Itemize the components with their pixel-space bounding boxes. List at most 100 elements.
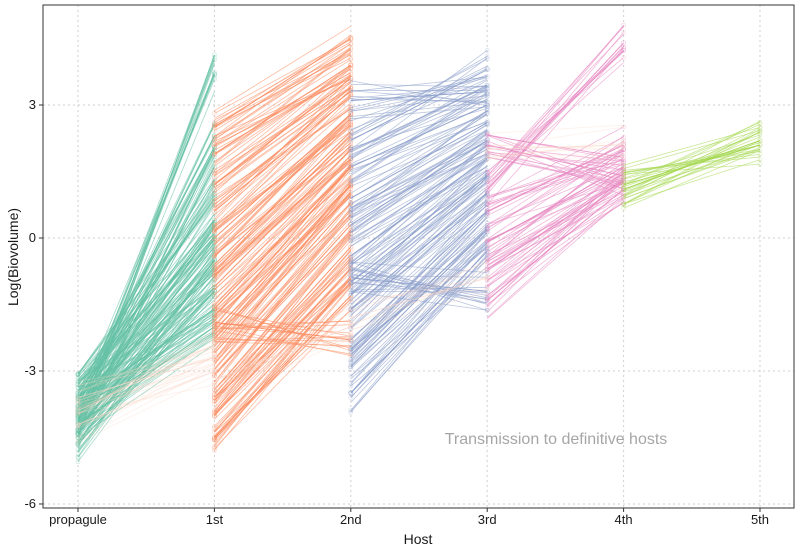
- series-point: [212, 340, 217, 345]
- series-point: [211, 208, 217, 215]
- series-segment: [214, 240, 352, 390]
- series-segment: [487, 136, 624, 209]
- series-point: [348, 334, 354, 340]
- series-point: [211, 412, 217, 418]
- series-point: [212, 382, 217, 388]
- series-point: [348, 307, 354, 312]
- series-segment: [487, 139, 624, 160]
- series-segment: [487, 166, 624, 225]
- series-segment: [77, 333, 215, 415]
- series-segment: [486, 175, 624, 313]
- series-point: [348, 359, 354, 365]
- series-point: [484, 246, 490, 252]
- series-segment: [214, 155, 352, 276]
- series-segment: [350, 277, 488, 292]
- series-point: [348, 207, 354, 213]
- series-point: [211, 182, 217, 188]
- series-segment: [350, 192, 488, 328]
- series-point: [348, 390, 354, 395]
- series-point: [211, 341, 217, 347]
- series-point: [212, 387, 217, 392]
- series-point: [212, 241, 217, 247]
- series-point: [75, 410, 81, 416]
- series-segment: [214, 278, 352, 402]
- series-point: [348, 55, 354, 61]
- series-point: [212, 447, 217, 453]
- series-point: [348, 315, 354, 321]
- series-point: [484, 190, 490, 196]
- series-segment: [623, 130, 761, 169]
- series-point: [348, 111, 354, 117]
- series-segment: [350, 120, 488, 181]
- series-segment: [214, 134, 352, 272]
- series-segment: [350, 242, 488, 399]
- series-point: [212, 72, 217, 78]
- series-segment: [350, 261, 488, 273]
- series-segment: [350, 239, 488, 353]
- series-point: [212, 371, 217, 376]
- series-to_5th_host: [620, 119, 763, 211]
- series-segment: [77, 319, 215, 404]
- series-point: [621, 124, 626, 130]
- series-segment: [487, 192, 624, 262]
- series-point: [757, 157, 763, 163]
- series-segment: [350, 261, 488, 304]
- series-point: [348, 330, 354, 336]
- series-point: [484, 292, 490, 298]
- series-to_4th_host: [484, 22, 627, 319]
- series-segment: [350, 146, 488, 219]
- series-point: [212, 52, 217, 58]
- series-segment: [350, 232, 488, 394]
- series-segment: [214, 48, 352, 165]
- y-tick-label: 0: [29, 230, 36, 245]
- series-point: [212, 353, 217, 358]
- x-tick-label: propagule: [49, 512, 107, 527]
- series-point: [621, 147, 626, 152]
- series-point: [211, 355, 217, 361]
- series-point: [212, 344, 217, 350]
- series-point: [75, 400, 81, 406]
- series-segment: [214, 90, 352, 205]
- series-point: [348, 88, 354, 94]
- series-point: [348, 78, 354, 84]
- series-segment: [350, 137, 488, 209]
- series-point: [484, 283, 490, 289]
- series-segment: [487, 151, 624, 206]
- series-segment: [214, 153, 352, 317]
- series-segment: [214, 278, 352, 437]
- series-segment: [350, 276, 488, 304]
- series-segment: [77, 238, 215, 377]
- series-segment: [214, 325, 351, 386]
- series-point: [75, 442, 81, 448]
- series-point: [484, 107, 490, 113]
- series-segment: [350, 86, 488, 151]
- series-point: [348, 164, 354, 170]
- series-segment: [350, 157, 488, 276]
- series-point: [348, 156, 354, 161]
- series-segment: [486, 45, 624, 190]
- series-segment: [350, 192, 488, 286]
- series-segment: [77, 249, 215, 458]
- series-segment: [77, 366, 215, 407]
- series-segment: [487, 124, 624, 134]
- series-point: [348, 140, 354, 145]
- series-point: [348, 262, 354, 268]
- series-segment: [214, 119, 352, 228]
- series-segment: [214, 57, 351, 127]
- series-segment: [214, 122, 352, 231]
- series-point: [348, 318, 354, 323]
- series-segment: [77, 364, 215, 404]
- series-segment: [214, 164, 352, 309]
- series-point: [348, 133, 354, 139]
- series-segment: [350, 262, 488, 314]
- series-point: [212, 239, 217, 244]
- series-point: [484, 132, 490, 138]
- series-segment: [623, 134, 761, 179]
- series-segment: [350, 269, 488, 299]
- series-segment: [77, 347, 215, 402]
- series-segment: [487, 150, 624, 198]
- series-segment: [623, 149, 761, 199]
- series-segment: [214, 326, 351, 381]
- series-point: [212, 312, 217, 317]
- series-segment: [214, 102, 352, 216]
